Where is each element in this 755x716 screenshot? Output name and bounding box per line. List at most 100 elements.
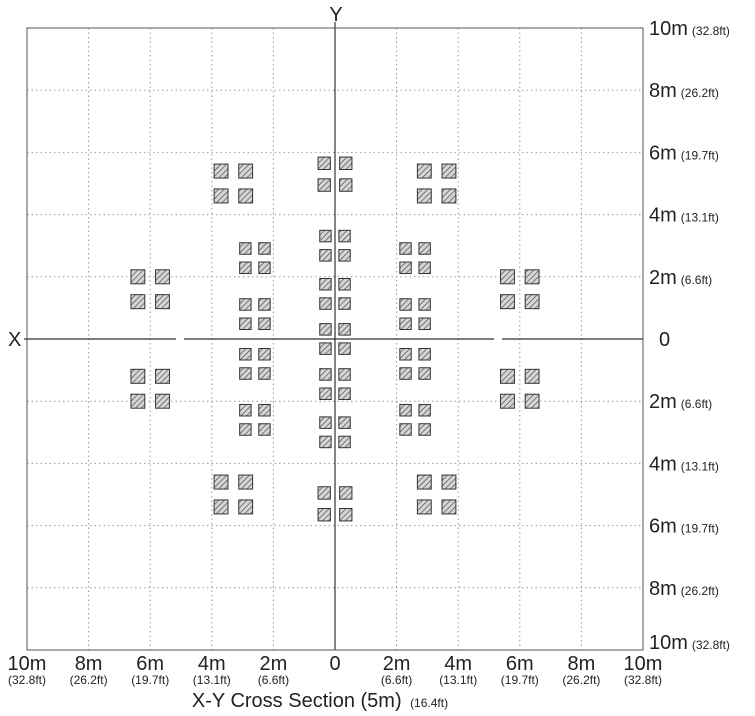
scale-unit: (26.2ft) [681,584,719,598]
speaker-cell [258,423,271,436]
speaker-group [239,298,271,331]
speaker-cell [213,499,229,515]
speaker-group [416,474,457,515]
speaker-group [213,163,254,204]
speaker-cell [319,229,332,243]
diagram-frame [26,27,644,651]
speaker-cell [130,294,146,310]
scale-value: 8m [649,80,677,102]
speaker-cell [416,188,432,204]
speaker-cell [399,317,412,331]
scale-value-bottom: 10m [8,653,47,675]
speaker-cell [339,156,353,171]
axes [24,22,643,650]
scale-label-right: 10m (32.8ft) [649,18,730,40]
speaker-cell [418,347,431,361]
diagram-title: X-Y Cross Section (5m) (16.4ft) [192,690,448,712]
speaker-cell [238,188,254,204]
speaker-group [239,347,271,380]
speaker-cell [319,323,332,336]
speaker-cell [416,163,432,179]
speaker-cell [155,294,170,310]
speaker-cell [338,323,351,336]
speaker-cell [319,435,332,449]
scale-value: 10m [649,632,688,654]
scale-value: 4m [649,205,677,227]
scale-label-right: 10m (32.8ft) [649,632,730,654]
scale-unit-bottom: (6.6ft) [258,673,289,687]
speaker-group [239,242,271,275]
speaker-group [399,298,431,331]
scale-unit-bottom: (13.1ft) [439,673,477,687]
speaker-group [399,347,431,380]
scale-value-bottom: 8m [568,653,596,675]
speaker-cell [258,317,271,331]
scale-value-bottom: 4m [198,653,226,675]
scale-value: 2m [649,267,677,289]
speaker-cell [213,188,229,204]
scale-unit: (13.1ft) [681,211,719,225]
speaker-cell [130,393,146,409]
speaker-cell [258,347,271,361]
speaker-cell [416,499,432,515]
scale-unit: (32.8ft) [692,24,730,38]
speaker-group [319,323,351,355]
speaker-cell [416,474,432,490]
scale-value: 2m [649,391,677,413]
speaker-cell [239,298,252,311]
x-axis-label: X [8,329,21,351]
speaker-cell [399,423,412,436]
scale-unit: (26.2ft) [681,86,719,100]
speaker-cell [399,367,412,380]
scale-value-bottom: 0 [329,653,340,675]
title-sub: (16.4ft) [410,696,448,710]
speaker-cell [319,278,332,291]
scale-unit-bottom: (26.2ft) [562,673,600,687]
scale-label-right: 6m (19.7ft) [649,142,719,164]
speaker-cell [239,347,252,361]
speaker-cell [213,474,229,490]
bottom-scale-labels: 10m(32.8ft)8m(26.2ft)6m(19.7ft)4m(13.1ft… [8,653,663,687]
speaker-cell [319,368,332,381]
speaker-cell [317,156,331,171]
scale-value-bottom: 4m [444,653,472,675]
speaker-group [500,368,540,409]
speaker-cell [441,163,457,179]
speaker-group [317,486,353,522]
scale-label-right: 4m (13.1ft) [649,453,719,475]
speaker-cell [418,242,431,255]
scale-unit: (6.6ft) [681,273,712,287]
scale-unit-bottom: (19.7ft) [131,673,169,687]
speaker-cell [239,261,252,275]
speaker-cell [258,298,271,311]
speaker-cell [239,317,252,331]
speaker-cell [155,368,170,384]
speaker-cell [317,507,331,522]
speaker-cell [155,269,170,285]
speaker-group [319,416,351,449]
speaker-cell [319,297,332,310]
speaker-cell [338,416,351,429]
speaker-cell [399,403,412,417]
scale-value: 0 [659,329,670,351]
speaker-cell [239,242,252,255]
speaker-cell [399,298,412,311]
speaker-cell [258,403,271,417]
speaker-group [213,474,254,515]
speaker-cell [418,261,431,275]
speaker-group [239,403,271,436]
speaker-cell [418,298,431,311]
speaker-cell [500,294,515,310]
speaker-cell [500,393,515,409]
scale-value-bottom: 10m [624,653,663,675]
y-axis-label: Y [329,4,342,26]
speaker-cell [319,387,332,400]
speaker-cell [524,294,540,310]
speaker-cell [258,261,271,275]
speaker-cell [338,368,351,381]
speaker-cell [339,178,353,192]
scale-value: 8m [649,578,677,600]
speaker-cell [441,499,457,515]
speaker-group [319,278,351,310]
